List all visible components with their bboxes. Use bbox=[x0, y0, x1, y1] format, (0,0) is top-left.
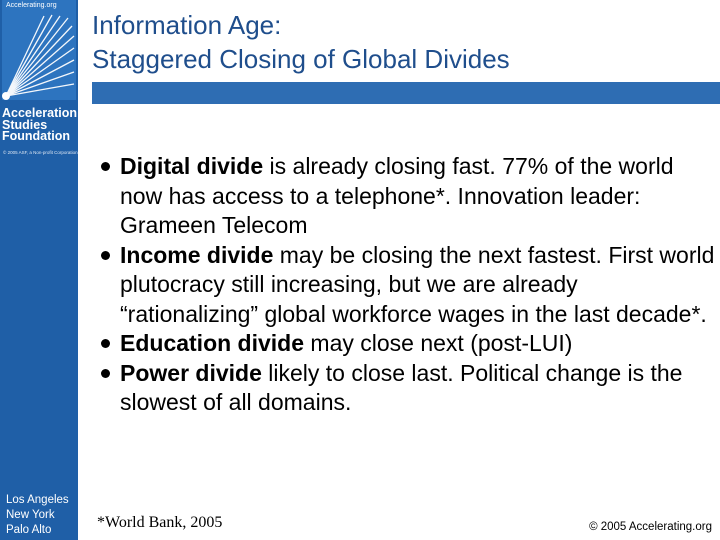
bullet-text: likely to close last. Political change i… bbox=[120, 359, 683, 416]
bullet-dot-icon bbox=[101, 250, 110, 260]
city-palo-alto: Palo Alto bbox=[6, 524, 52, 536]
footer-copyright: © 2005 Accelerating.org bbox=[589, 521, 712, 533]
city-new-york: New York bbox=[6, 509, 55, 521]
bullet-dot-icon bbox=[101, 368, 110, 378]
org-name-line-1: Acceleration bbox=[2, 106, 78, 120]
footnote: *World Bank, 2005 bbox=[97, 514, 223, 531]
bullet-heading: Power divide bbox=[120, 359, 262, 386]
bullet-item-digital-divide: Digital divide is already closing fast. … bbox=[96, 152, 716, 241]
org-name: Acceleration Studies Foundation bbox=[2, 106, 78, 143]
slide-title-line-2: Staggered Closing of Global Divides bbox=[92, 44, 510, 74]
slide-title-line-1: Information Age: bbox=[92, 10, 282, 40]
bullet-text: may close next (post-LUI) bbox=[304, 330, 573, 356]
sidebar-copyright: © 2005 ASF, a Non-profit Corporation bbox=[3, 150, 78, 155]
bullet-heading: Education divide bbox=[120, 330, 305, 356]
bullet-item-education-divide: Education divide may close next (post-LU… bbox=[96, 329, 716, 359]
bullet-text: may be closing the next fastest. First w… bbox=[120, 241, 715, 327]
bullet-text: is already closing fast. 77% of the worl… bbox=[120, 153, 674, 238]
city-los-angeles: Los Angeles bbox=[6, 494, 69, 506]
foundation-logo: Accelerating.org bbox=[2, 0, 76, 100]
sidebar: Accelerating.org Acceleration Studies Fo… bbox=[0, 0, 78, 540]
bullet-dot-icon bbox=[101, 339, 110, 348]
foundation-logo-icon bbox=[2, 12, 76, 100]
logo-url-text: Accelerating.org bbox=[6, 2, 57, 9]
title-divider-bar bbox=[92, 82, 720, 104]
city-list: Los Angeles New York Palo Alto bbox=[6, 493, 69, 538]
bullet-list: Digital divide is already closing fast. … bbox=[96, 152, 716, 418]
slide-title: Information Age: Staggered Closing of Gl… bbox=[92, 8, 712, 76]
bullet-dot-icon bbox=[101, 162, 110, 171]
org-name-line-2: Studies bbox=[2, 117, 48, 132]
bullet-heading: Income divide bbox=[120, 241, 274, 268]
bullet-item-income-divide: Income divide may be closing the next fa… bbox=[96, 241, 716, 330]
org-name-line-3: Foundation bbox=[2, 129, 71, 143]
bullet-heading: Digital divide bbox=[120, 153, 264, 179]
bullet-item-power-divide: Power divide likely to close last. Polit… bbox=[96, 359, 716, 418]
